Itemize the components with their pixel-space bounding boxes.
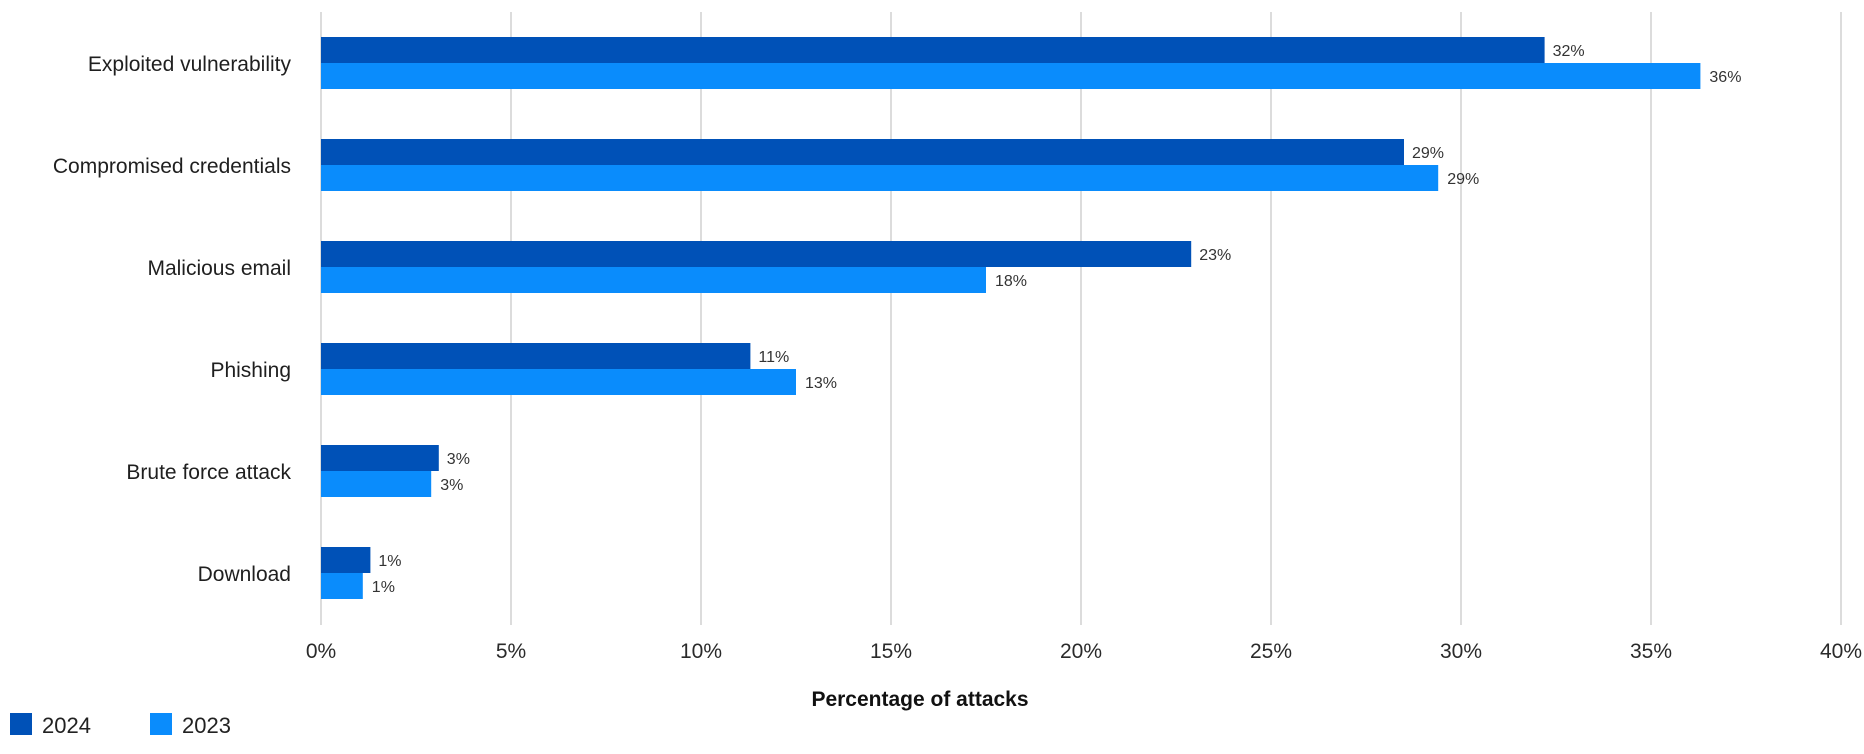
bar-2023-download [321,573,363,599]
data-label-2023-brute-force-attack: 3% [440,477,463,494]
data-label-2024-malicious-email: 23% [1199,247,1231,264]
data-label-2024-compromised-credentials: 29% [1412,145,1444,162]
grid-layer [320,12,1842,625]
bars-layer [321,37,1701,599]
x-tick-label-4: 20% [1060,640,1102,663]
data-label-2024-brute-force-attack: 3% [447,451,470,468]
category-label-phishing: Phishing [210,359,291,382]
bar-2023-compromised-credentials [321,165,1439,191]
x-tick-label-7: 35% [1630,640,1672,663]
bar-2023-exploited-vulnerability [321,63,1701,89]
data-label-2024-exploited-vulnerability: 32% [1553,43,1585,60]
x-tick-label-3: 15% [870,640,912,663]
x-tick-label-5: 25% [1250,640,1292,663]
legend: 2024 2023 [10,713,231,738]
legend-label-2024: 2024 [42,713,91,738]
data-label-2023-compromised-credentials: 29% [1447,171,1479,188]
data-label-2024-download: 1% [378,553,401,570]
legend-label-2023: 2023 [182,713,231,738]
x-tick-label-1: 5% [496,640,526,663]
bar-2024-phishing [321,343,751,369]
category-label-brute-force-attack: Brute force attack [126,461,291,484]
bar-2023-phishing [321,369,796,395]
data-label-2023-phishing: 13% [805,375,837,392]
data-label-2024-phishing: 11% [758,349,789,366]
bar-2024-compromised-credentials [321,139,1404,165]
bar-2023-malicious-email [321,267,986,293]
bar-2024-malicious-email [321,241,1192,267]
x-tick-label-2: 10% [680,640,722,663]
x-tick-label-6: 30% [1440,640,1482,663]
legend-swatch-2024 [10,713,32,735]
bar-2024-download [321,547,371,573]
category-label-compromised-credentials: Compromised credentials [53,155,291,178]
bar-2024-brute-force-attack [321,445,439,471]
category-label-exploited-vulnerability: Exploited vulnerability [88,53,292,76]
x-tick-labels: 0% 5% 10% 15% 20% 25% 30% 35% 40% [306,640,1862,663]
legend-swatch-2023 [150,713,172,735]
labels-layer: 32% 36% 29%29% 23% 18% 11% 13% 3% 3% 1% 1% [372,43,1742,596]
bar-2024-exploited-vulnerability [321,37,1545,63]
x-axis-title: Percentage of attacks [811,688,1028,711]
x-tick-label-8: 40% [1820,640,1862,663]
category-label-download: Download [198,563,291,586]
x-tick-label-0: 0% [306,640,336,663]
data-label-2023-download: 1% [372,579,395,596]
data-label-2023-malicious-email: 18% [995,273,1027,290]
category-labels: Exploited vulnerability Compromised crede… [53,53,292,586]
category-label-malicious-email: Malicious email [147,257,291,280]
data-label-2023-exploited-vulnerability: 36% [1709,69,1741,86]
bar-2023-brute-force-attack [321,471,432,497]
